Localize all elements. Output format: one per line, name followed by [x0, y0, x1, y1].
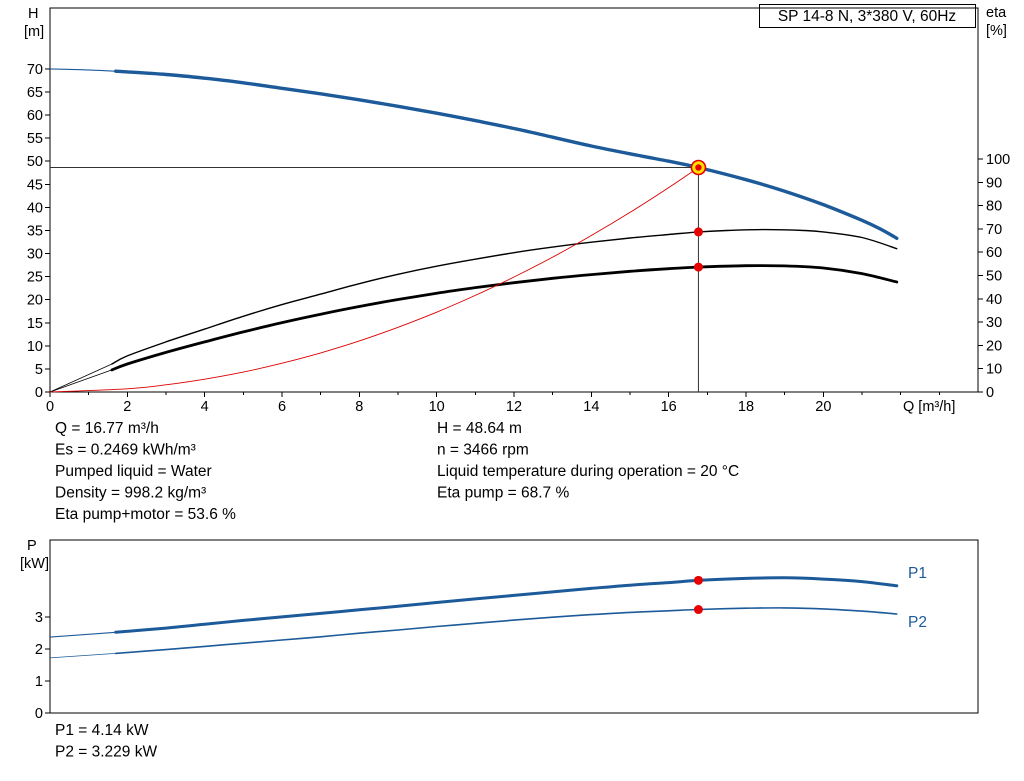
eta-pump-motor-curve: [110, 264, 899, 372]
hq-chart-series: [49, 68, 899, 393]
h-axis-tick-label: 70: [27, 62, 43, 78]
q-axis-tick-label: 10: [429, 399, 445, 415]
h-axis-tick-label: 40: [27, 200, 43, 216]
eta-axis-tick-label: 80: [986, 199, 1002, 215]
h-axis-unit: [m]: [24, 24, 44, 40]
info-eta-pump: Eta pump = 68.7 %: [437, 485, 569, 502]
result-p2: P2 = 3.229 kW: [55, 744, 157, 761]
h-axis-title: H: [28, 6, 38, 22]
p2-curve-label: P2: [908, 614, 927, 631]
eta-axis-tick-label: 60: [986, 245, 1002, 261]
pump-title: SP 14-8 N, 3*380 V, 60Hz: [778, 8, 956, 25]
p-axis-unit: [kW]: [20, 556, 49, 572]
h-axis-tick-label: 35: [27, 223, 43, 239]
q-axis-tick-label: 16: [661, 399, 677, 415]
q-axis-tick-label: 2: [123, 399, 131, 415]
eta-axis-tick-label: 40: [986, 292, 1002, 308]
h-axis-tick-label: 50: [27, 154, 43, 170]
eta-pump-curve-lead: [49, 363, 113, 393]
info-density: Density = 998.2 kg/m³: [55, 485, 206, 502]
info-h: H = 48.64 m: [437, 420, 522, 437]
h-axis-tick-label: 45: [27, 177, 43, 193]
h-axis-tick-label: 0: [35, 385, 43, 401]
result-p1: P1 = 4.14 kW: [55, 722, 149, 739]
duty-point-center[interactable]: [695, 164, 702, 171]
eta-axis-tick-label: 10: [986, 362, 1002, 378]
h-axis-tick-label: 25: [27, 270, 43, 286]
power-chart-axes: 0 1 2 3: [35, 610, 50, 722]
p1-duty-dot: [693, 575, 703, 585]
system-curve-curve: [49, 167, 699, 393]
hq-chart-axes: 0510152025303540455055606570010203040506…: [27, 62, 1010, 415]
info-temperature: Liquid temperature during operation = 20…: [437, 463, 739, 480]
q-axis-tick-label: 12: [506, 399, 522, 415]
p-axis-tick-label: 1: [35, 674, 43, 690]
q-axis-tick-label: 4: [201, 399, 209, 415]
info-q: Q = 16.77 m³/h: [55, 420, 159, 437]
p2-curve-lead: [49, 653, 116, 659]
power-chart-series: [49, 576, 899, 659]
h-axis-tick-label: 30: [27, 247, 43, 263]
eta-axis-tick-label: 100: [986, 152, 1010, 168]
h-axis-tick-label: 5: [35, 362, 43, 378]
eta-pump-duty-dot: [693, 227, 703, 237]
p2-duty-dot: [693, 605, 703, 615]
q-axis-tick-label: 18: [738, 399, 754, 415]
hq-eta-chart: 0510152025303540455055606570010203040506…: [24, 4, 1010, 415]
h-axis-tick-label: 55: [27, 131, 43, 147]
info-rpm: n = 3466 rpm: [437, 442, 529, 459]
q-axis-tick-label: 0: [46, 399, 54, 415]
eta-axis-tick-label: 90: [986, 175, 1002, 191]
eta-axis-tick-label: 50: [986, 268, 1002, 284]
h-axis-tick-label: 20: [27, 293, 43, 309]
eta-axis-unit: [%]: [986, 23, 1007, 39]
p-axis-tick-label: 0: [35, 706, 43, 722]
q-axis-title: Q [m³/h]: [903, 399, 955, 415]
eta-axis-tick-label: 30: [986, 315, 1002, 331]
h-q-curve-curve-lead: [49, 68, 116, 72]
info-eta-pm: Eta pump+motor = 53.6 %: [55, 506, 236, 523]
power-duty-group: [693, 575, 703, 615]
eta-axis-tick-label: 0: [986, 385, 994, 401]
info-liquid: Pumped liquid = Water: [55, 463, 212, 480]
h-axis-tick-label: 10: [27, 339, 43, 355]
eta-pump-curve: [111, 228, 898, 365]
h-axis-tick-label: 65: [27, 85, 43, 101]
h-q-curve-curve: [114, 69, 899, 240]
eta-axis-tick-label: 20: [986, 338, 1002, 354]
q-axis-tick-label: 8: [355, 399, 363, 415]
p-axis-tick-label: 2: [35, 642, 43, 658]
eta-pump-motor-duty-dot: [693, 262, 703, 272]
power-results-block: P1 = 4.14 kW P2 = 3.229 kW: [55, 722, 157, 761]
eta-axis-tick-label: 70: [986, 222, 1002, 238]
info-es: Es = 0.2469 kWh/m³: [55, 442, 196, 459]
power-chart-frame: [49, 539, 979, 714]
power-chart: 0 1 2 3 P [kW] P1 P2: [20, 538, 979, 722]
eta-axis-title: eta: [986, 5, 1007, 21]
q-axis-tick-label: 6: [278, 399, 286, 415]
p-axis-tick-label: 3: [35, 610, 43, 626]
p-axis-title: P: [27, 538, 37, 554]
duty-info-block: Q = 16.77 m³/h Es = 0.2469 kWh/m³ Pumped…: [55, 420, 739, 523]
p1-curve-lead: [49, 631, 116, 638]
hq-duty-group: [50, 159, 707, 392]
p2-curve: [114, 607, 898, 655]
q-axis-tick-label: 14: [583, 399, 599, 415]
h-axis-tick-label: 60: [27, 108, 43, 124]
pump-title-box: [759, 4, 976, 28]
p1-curve-label: P1: [908, 565, 927, 582]
p1-curve: [114, 576, 899, 634]
q-axis-tick-label: 20: [815, 399, 831, 415]
eta-pump-motor-curve-lead: [49, 369, 113, 393]
h-axis-tick-label: 15: [27, 316, 43, 332]
